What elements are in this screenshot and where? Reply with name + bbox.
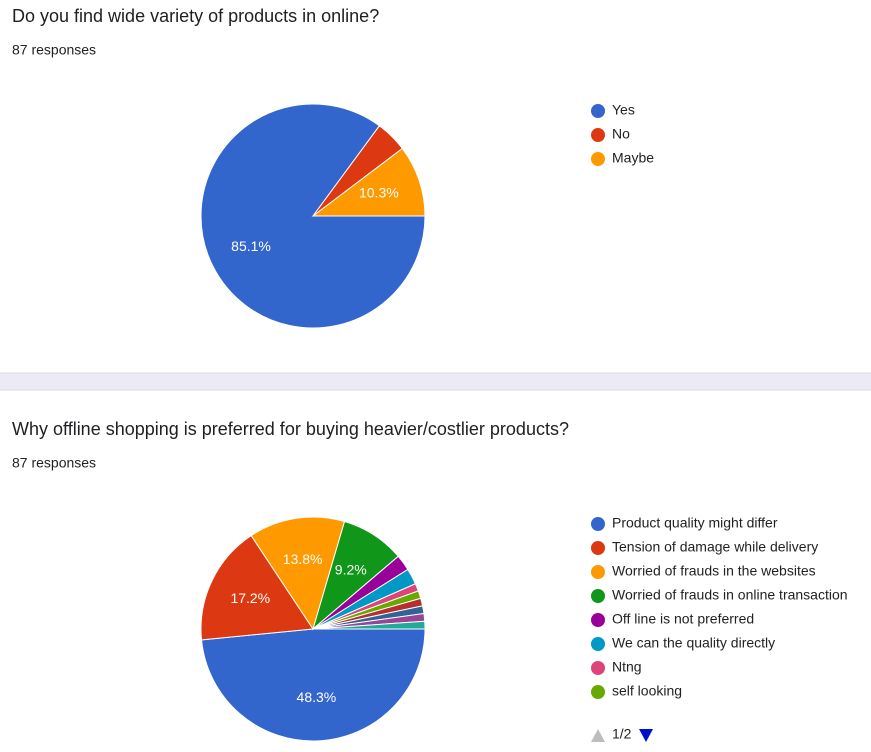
legend-swatch: [591, 517, 605, 531]
legend-label: Ntng: [612, 659, 642, 675]
legend-label: Tension of damage while delivery: [612, 539, 818, 555]
legend-swatch: [591, 104, 605, 118]
legend-label: Maybe: [612, 150, 654, 166]
pie-slice: [200, 628, 426, 742]
legend-swatch: [591, 565, 605, 579]
legend-swatch: [591, 541, 605, 555]
slice-label: 9.2%: [335, 561, 367, 577]
legend-label: Yes: [612, 102, 635, 118]
legend-swatch: [591, 613, 605, 627]
legend-label: Off line is not preferred: [612, 611, 754, 627]
slice-label: 17.2%: [230, 590, 270, 606]
legend-label: No: [612, 126, 630, 142]
legend-label: Worried of frauds in the websites: [612, 563, 816, 579]
legend-swatch: [591, 152, 605, 166]
legend-swatch: [591, 637, 605, 651]
legend-label: We can the quality directly: [612, 635, 775, 651]
question-title: Do you find wide variety of products in …: [12, 6, 379, 26]
slice-label: 48.3%: [297, 689, 337, 705]
separator: [0, 373, 871, 390]
legend-swatch: [591, 589, 605, 603]
legend-swatch: [591, 685, 605, 699]
question-title: Why offline shopping is preferred for bu…: [12, 419, 569, 439]
response-count: 87 responses: [12, 42, 96, 58]
slice-label: 10.3%: [359, 185, 399, 201]
slice-label: 13.8%: [283, 551, 323, 567]
legend-page: 1/2: [612, 726, 632, 742]
pie-slice: [311, 147, 426, 217]
legend-prev: [591, 729, 605, 742]
pie-slice: [312, 620, 426, 630]
legend-label: Worried of frauds in online transaction: [612, 587, 848, 603]
slice-label: 85.1%: [231, 238, 271, 254]
legend-label: self looking: [612, 683, 682, 699]
response-count: 87 responses: [12, 455, 96, 471]
legend-next[interactable]: [639, 729, 653, 742]
pie-slice: [200, 534, 314, 641]
legend-label: Product quality might differ: [612, 515, 778, 531]
legend-swatch: [591, 128, 605, 142]
legend-swatch: [591, 661, 605, 675]
